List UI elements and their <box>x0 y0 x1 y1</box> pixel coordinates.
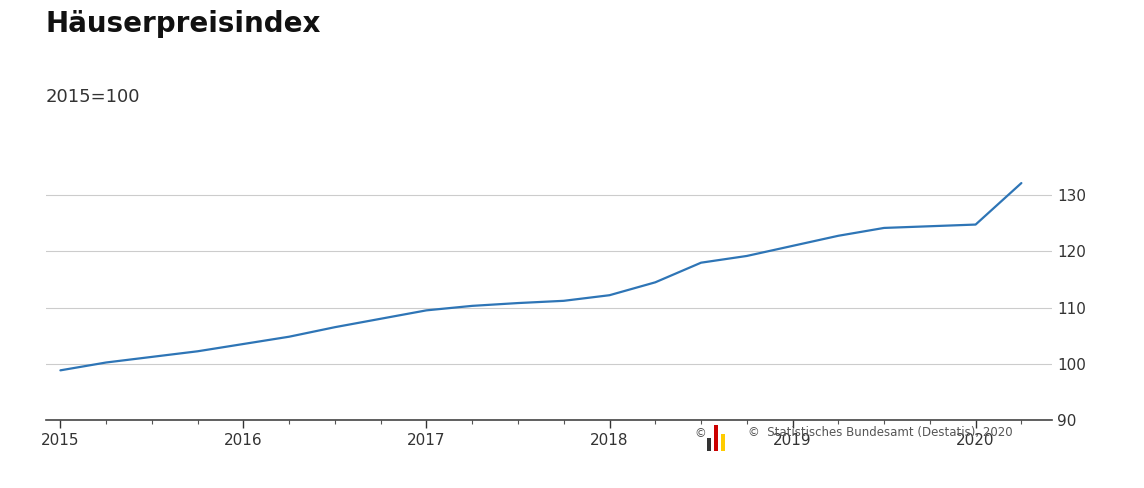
Text: ©: © <box>694 427 706 440</box>
Bar <box>721 433 725 451</box>
Text: Häuserpreisindex: Häuserpreisindex <box>46 10 321 38</box>
Bar <box>707 438 712 451</box>
Bar <box>714 425 718 451</box>
Text: ©  Statistisches Bundesamt (Destatis), 2020: © Statistisches Bundesamt (Destatis), 20… <box>748 426 1012 439</box>
Text: 2015=100: 2015=100 <box>46 88 141 106</box>
